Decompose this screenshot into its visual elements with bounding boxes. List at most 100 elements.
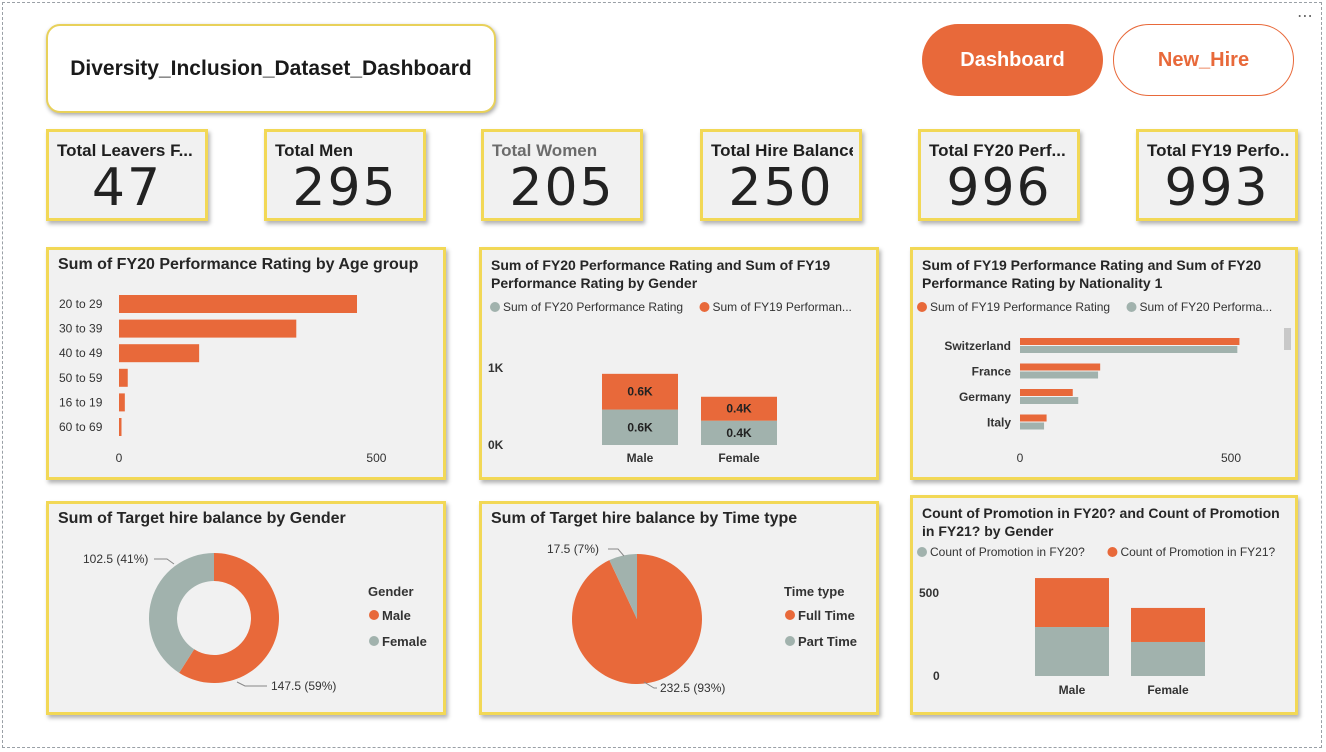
legend-marker: [1126, 302, 1137, 312]
fy20-bar: [1020, 422, 1045, 430]
legend-marker: [917, 547, 927, 557]
legend-label: Female: [382, 634, 427, 649]
nationality-label: France: [972, 365, 1012, 379]
age-group-label: 30 to 39: [59, 322, 103, 336]
kpi-value: 250: [728, 158, 834, 218]
nationality-label: Switzerland: [944, 339, 1011, 353]
chart-title: Sum of Target hire balance by Gender: [58, 510, 346, 527]
chart-title: Sum of Target hire balance by Time type: [491, 510, 798, 527]
leader-line: [154, 558, 175, 565]
kpi-value: 205: [509, 158, 615, 218]
legend-marker: [699, 302, 710, 312]
kpi-total-hire-balance[interactable]: Total Hire Balance 250: [700, 129, 862, 221]
age-group-label: 50 to 59: [59, 371, 103, 385]
y-tick-label: 0: [933, 669, 940, 683]
kpi-value: 47: [91, 158, 163, 218]
x-category-label: Female: [1147, 683, 1189, 697]
fy21-promotion-bar: [1131, 607, 1205, 642]
fy20-bar: [1020, 371, 1099, 379]
legend-marker: [369, 610, 379, 620]
dashboard-title-box: Diversity_Inclusion_Dataset_Dashboard: [46, 24, 496, 113]
fy19-bar: [1020, 338, 1240, 345]
legend-label: Sum of FY19 Performan...: [713, 300, 852, 314]
legend-marker: [490, 302, 500, 312]
y-tick-label: 500: [919, 586, 939, 600]
promotion-stacked-chart: Count of Promotion in FY20? Count of Prom…: [917, 545, 1276, 697]
chart-hire-balance-gender[interactable]: Sum of Target hire balance by Gender 147…: [46, 501, 446, 715]
new-hire-button[interactable]: New_Hire: [1113, 24, 1294, 96]
legend-marker: [1107, 547, 1118, 557]
legend-label: Full Time: [798, 608, 855, 623]
fy19-bar-segment: [602, 373, 678, 410]
dashboard-title: Diversity_Inclusion_Dataset_Dashboard: [70, 56, 472, 80]
chart-performance-by-nationality[interactable]: Sum of FY19 Performance Rating and Sum o…: [910, 247, 1298, 480]
scrollbar-thumb: [1284, 328, 1291, 350]
age-group-label: 60 to 69: [59, 420, 103, 434]
data-label: 102.5 (41%): [83, 552, 148, 566]
kpi-total-men[interactable]: Total Men 295: [264, 129, 426, 221]
x-tick-label: 500: [1221, 451, 1241, 465]
more-options-icon[interactable]: ⋯: [1297, 8, 1314, 25]
kpi-label: Total Men: [275, 141, 354, 160]
legend-label: Count of Promotion in FY20?: [930, 545, 1085, 559]
kpi-label: Total Leavers F...: [57, 141, 193, 160]
leader-line: [608, 548, 625, 557]
leader-line: [643, 681, 657, 689]
chart-performance-by-gender[interactable]: Sum of FY20 Performance Rating and Sum o…: [479, 247, 879, 480]
kpi-total-fy19-performance[interactable]: Total FY19 Perfo... 993: [1136, 129, 1298, 221]
legend-marker: [917, 302, 927, 312]
x-category-label: Male: [627, 451, 654, 465]
x-category-label: Female: [718, 451, 760, 465]
legend-label: Sum of FY19 Performance Rating: [930, 300, 1110, 314]
fy20-bar-segment: [701, 420, 777, 445]
age-group-bar: [119, 418, 122, 436]
data-label: 0.6K: [627, 385, 653, 399]
chart-title: Sum of FY20 Performance Rating by Age gr…: [58, 256, 419, 273]
kpi-label: Total FY19 Perfo...: [1147, 141, 1289, 160]
donut-slice: [149, 553, 214, 673]
fy19-bar: [1020, 414, 1047, 422]
kpi-total-leavers[interactable]: Total Leavers F... 47: [46, 129, 208, 221]
fy20-bar: [1020, 397, 1079, 404]
data-label: 147.5 (59%): [271, 679, 336, 693]
data-label: 0.4K: [726, 426, 752, 440]
fy19-bar-segment: [701, 396, 777, 421]
chart-age-group[interactable]: Sum of FY20 Performance Rating by Age gr…: [46, 247, 446, 480]
y-tick-label: 0K: [488, 438, 504, 452]
nationality-label: Italy: [987, 416, 1011, 430]
kpi-total-women[interactable]: Total Women 205: [481, 129, 643, 221]
performance-gender-stacked-chart: Sum of FY20 Performance Rating Sum of FY1…: [488, 300, 852, 465]
age-group-label: 40 to 49: [59, 346, 103, 360]
legend-label: Sum of FY20 Performa...: [1140, 300, 1273, 314]
legend-marker: [369, 636, 379, 646]
legend-marker: [785, 610, 795, 620]
chart-promotion-by-gender[interactable]: Count of Promotion in FY20? and Count of…: [910, 495, 1298, 715]
age-group-label: 20 to 29: [59, 297, 103, 311]
x-tick-label: 0: [1017, 451, 1024, 465]
age-group-bar-chart: 20 to 29 30 to 39 40 to 49 50 to 59 16 to 19…: [59, 295, 387, 465]
nationality-label: Germany: [959, 390, 1011, 404]
fy20-promotion-bar: [1035, 627, 1109, 676]
chart-title: Sum of FY19 Performance Rating and Sum o…: [922, 257, 1262, 291]
legend-label: Male: [382, 608, 411, 623]
y-tick-label: 1K: [488, 361, 504, 375]
leader-line: [236, 681, 267, 687]
x-category-label: Male: [1059, 683, 1086, 697]
fy20-bar: [1020, 346, 1238, 353]
kpi-label: Total Women: [492, 141, 598, 160]
time-type-pie-chart: 232.5 (93%) 17.5 (7%) Time type Full Time Pa…: [547, 542, 857, 695]
age-group-bar: [119, 393, 125, 412]
age-group-bar: [119, 319, 297, 338]
pie-slice: [609, 554, 637, 619]
dashboard-button[interactable]: Dashboard: [922, 24, 1103, 96]
chart-hire-balance-time-type[interactable]: Sum of Target hire balance by Time type …: [479, 501, 879, 715]
chart-title: Sum of FY20 Performance Rating and Sum o…: [491, 257, 831, 291]
fy21-promotion-bar: [1035, 578, 1109, 628]
kpi-value: 993: [1164, 158, 1270, 218]
legend-title: Gender: [368, 584, 414, 599]
hire-balance-donut-chart: 147.5 (59%) 102.5 (41%) Gender Male Female: [83, 552, 427, 693]
age-group-bar: [119, 368, 128, 387]
fy19-bar: [1020, 389, 1073, 396]
kpi-total-fy20-performance[interactable]: Total FY20 Perf... 996: [918, 129, 1080, 221]
